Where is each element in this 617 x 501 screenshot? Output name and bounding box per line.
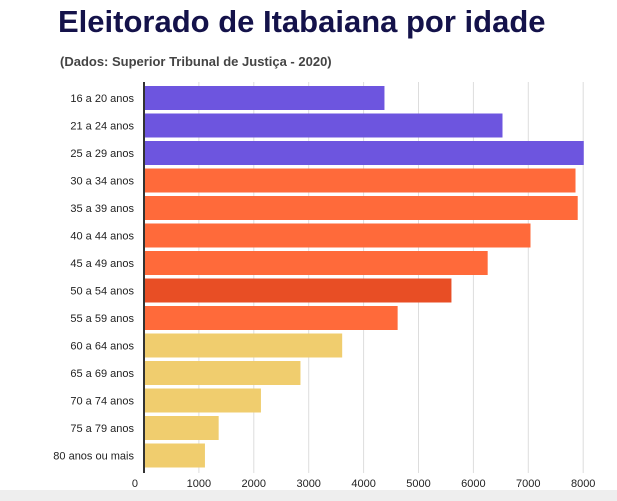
category-label: 21 a 24 anos (70, 121, 134, 133)
bar (144, 388, 261, 413)
x-tick-label: 2000 (242, 478, 266, 490)
category-label: 30 a 34 anos (70, 176, 134, 188)
footer-band (0, 490, 617, 501)
category-label: 55 a 59 anos (70, 313, 134, 325)
x-tick-label: 0 (132, 478, 138, 490)
category-label: 70 a 74 anos (70, 396, 134, 408)
bar (144, 416, 219, 440)
bar (144, 113, 503, 138)
x-tick-label: 6000 (461, 478, 485, 490)
category-label: 40 a 44 anos (70, 231, 134, 243)
bar (144, 196, 578, 220)
x-tick-labels: 0 1000 2000 3000 4000 5000 6000 7000 8000 (132, 478, 596, 490)
chart-title: Eleitorado de Itabaiana por idade (58, 4, 546, 39)
category-label: 80 anos ou mais (53, 451, 134, 463)
category-label: 25 a 29 anos (70, 148, 134, 160)
grid-lines (198, 82, 584, 473)
category-label: 45 a 49 anos (70, 258, 134, 270)
bar (144, 443, 205, 468)
bar (144, 168, 576, 193)
bar (144, 333, 343, 358)
x-tick-label: 8000 (571, 478, 595, 490)
x-tick-label: 1000 (187, 478, 211, 490)
category-label: 65 a 69 anos (70, 368, 134, 380)
bar (144, 251, 488, 275)
bar (144, 306, 398, 330)
category-label: 35 a 39 anos (70, 203, 134, 215)
chart-subtitle: (Dados: Superior Tribunal de Justiça - 2… (60, 54, 332, 69)
bars (144, 86, 584, 468)
bar (144, 278, 452, 303)
bar (144, 141, 584, 165)
category-label: 50 a 54 anos (70, 286, 134, 298)
x-tick-label: 7000 (516, 478, 540, 490)
bar (144, 86, 385, 110)
bar (144, 223, 531, 248)
category-label: 16 a 20 anos (70, 93, 134, 105)
category-label: 60 a 64 anos (70, 341, 134, 353)
category-label: 75 a 79 anos (70, 423, 134, 435)
x-tick-label: 5000 (406, 478, 430, 490)
x-tick-label: 3000 (296, 478, 320, 490)
bar (144, 361, 301, 385)
x-tick-label: 4000 (351, 478, 375, 490)
category-labels: 16 a 20 anos 21 a 24 anos 25 a 29 anos 30 a… (53, 93, 134, 463)
